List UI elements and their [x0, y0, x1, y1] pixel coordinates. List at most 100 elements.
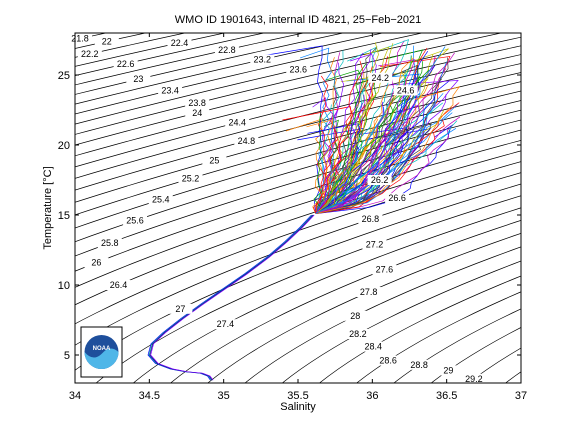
isopycnal-label: 25.4: [152, 195, 170, 205]
isopycnal-line: [75, 33, 385, 105]
noaa-logo-text: NOAA: [93, 346, 111, 352]
isopycnal-label: 27: [175, 304, 185, 314]
isopycnal-line: [170, 219, 521, 383]
isopycnal-label: 28.4: [365, 342, 383, 352]
isopycnal-label-bg: [234, 135, 259, 146]
isopycnal-label-bg: [68, 33, 93, 44]
profile-line: [315, 101, 384, 214]
y-tick-label: 15: [58, 210, 70, 222]
isopycnal-label-bg: [376, 355, 401, 366]
profile-line: [315, 60, 364, 214]
isopycnal-line: [75, 109, 521, 243]
x-tick-label: 36.5: [436, 390, 457, 402]
profile-line: [315, 120, 458, 214]
isopycnal-line: [75, 139, 521, 288]
chart-title: WMO ID 1901643, internal ID 4821, 25−Feb…: [175, 14, 421, 26]
isopycnal-line: [281, 260, 521, 383]
isopycnal-label-bg: [385, 193, 410, 204]
deep-profile-line: [150, 214, 315, 381]
isopycnal-line: [75, 81, 521, 203]
isopycnal-label-bg: [213, 319, 238, 330]
isopycnal-line: [75, 183, 521, 371]
isopycnal-label-bg: [168, 303, 193, 314]
isopycnal-label-bg: [250, 54, 275, 65]
isopycnal-line: [95, 195, 521, 383]
isopycnal-line: [132, 207, 521, 383]
isopycnal-line: [75, 119, 521, 257]
isopycnal-label-bg: [372, 264, 397, 275]
plot-frame: [74, 32, 522, 384]
profile-line: [315, 39, 410, 214]
x-tick-label: 36: [366, 390, 378, 402]
isopycnal-label: 22: [102, 36, 112, 46]
isopycnal-label-bg: [77, 49, 102, 59]
isopycnal-label-bg: [113, 58, 138, 69]
profile-line: [315, 106, 385, 214]
isopycnal-label: 23.8: [188, 98, 206, 108]
profile-line: [315, 93, 421, 214]
isopycnal-label: 29.2: [465, 374, 483, 384]
isopycnal-label-bg: [148, 194, 173, 205]
isopycnal-label: 23.6: [290, 64, 308, 74]
isopycnal-label-bg: [158, 85, 183, 96]
profile-line: [315, 50, 344, 214]
y-tick-label: 25: [58, 70, 70, 82]
isopycnal-label: 23: [133, 74, 143, 84]
isopycnal-label: 29: [443, 365, 453, 375]
profile-line: [315, 55, 436, 214]
profile-line: [313, 111, 324, 214]
x-axis-label: Salinity: [280, 401, 316, 413]
y-axis-label: Temperature [°C]: [42, 166, 54, 249]
isopycnal-label: 25.6: [126, 216, 144, 226]
isopycnal-label: 27.2: [366, 239, 384, 249]
isopycnal-label: 24: [192, 108, 202, 118]
x-tick-label: 35.5: [287, 390, 308, 402]
isopycnal-line: [467, 347, 521, 383]
isopycnal-label-bg: [225, 117, 250, 128]
isopycnal-label-bg: [461, 373, 486, 384]
profile-line: [315, 46, 378, 214]
isopycnal-label-bg: [407, 359, 432, 370]
isopycnal-label: 22.8: [218, 45, 236, 55]
profile-line: [315, 46, 446, 214]
profile-line: [315, 55, 413, 214]
isopycnal-label: 26.8: [362, 214, 380, 224]
x-tick-label: 34: [69, 390, 81, 402]
isopycnal-label: 23.4: [161, 85, 179, 95]
isopycnal-label-bg: [106, 280, 131, 290]
isopycnal-label: 23.2: [254, 55, 272, 65]
isopycnal-line: [75, 63, 521, 179]
noaa-logo: NOAA: [80, 326, 123, 378]
x-tick-label: 37: [515, 390, 527, 402]
isopycnal-line: [75, 33, 306, 86]
isopycnal-label-bg: [185, 98, 210, 108]
isopycnal-label: 24.2: [371, 73, 389, 83]
profile-line: [315, 51, 429, 214]
isopycnal-line: [75, 54, 521, 168]
profile-line: [315, 86, 461, 214]
isopycnal-line: [505, 371, 521, 383]
isopycnal-line: [393, 308, 521, 383]
deep-profile-line: [149, 214, 314, 381]
isopycnal-label: 24.4: [228, 118, 246, 128]
deep-profile-line: [148, 214, 313, 381]
isopycnal-label: 28: [350, 311, 360, 321]
profile-line: [307, 123, 361, 214]
profile-line: [315, 43, 394, 214]
profile-line: [315, 49, 372, 214]
profile-line: [300, 47, 332, 214]
isopycnal-label-bg: [436, 365, 461, 376]
profile-line: [315, 128, 457, 214]
isopycnal-label: 26.4: [110, 280, 128, 290]
isopycnal-label: 25: [209, 155, 219, 165]
profile-line: [315, 53, 377, 214]
isopycnal-label-bg: [185, 107, 210, 118]
isopycnal-label-bg: [343, 310, 368, 321]
profile-line: [315, 104, 332, 214]
profile-line: [264, 45, 323, 214]
profile-line: [285, 118, 324, 214]
isopycnal-label: 26.6: [388, 193, 406, 203]
x-tick-label: 35: [218, 390, 230, 402]
profile-lines: [147, 39, 461, 381]
